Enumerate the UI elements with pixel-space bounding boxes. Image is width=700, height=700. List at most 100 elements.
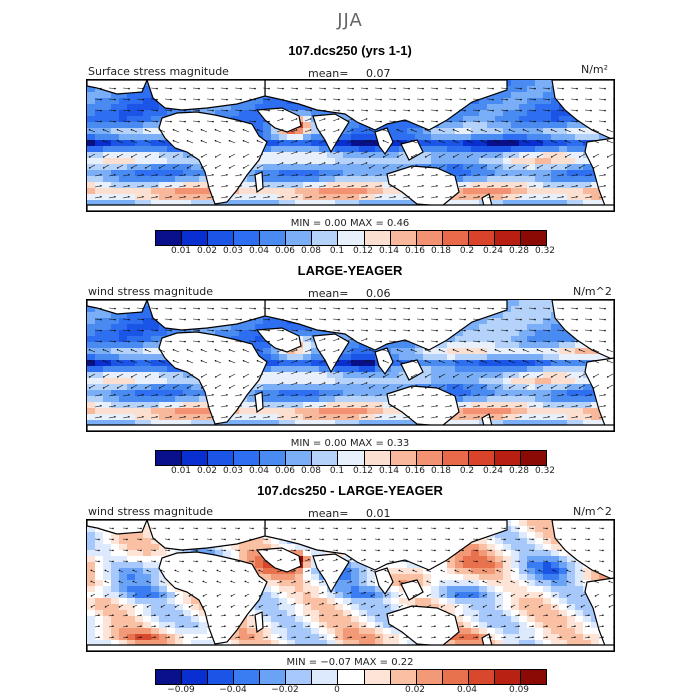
stress-arrow (290, 318, 298, 320)
stress-arrow-head (604, 174, 606, 176)
field-cell (183, 176, 192, 183)
stress-arrow-head (464, 329, 466, 332)
stress-arrow (220, 120, 228, 122)
field-cell (455, 146, 464, 153)
stress-arrow (94, 405, 101, 408)
field-cell (87, 116, 96, 123)
stress-arrow-head (156, 196, 158, 198)
stress-arrow (173, 384, 180, 389)
field-cell (279, 158, 288, 165)
field-cell (311, 366, 320, 373)
field-cell (103, 538, 112, 545)
stress-arrow-head (436, 120, 438, 123)
stress-arrow-head (478, 87, 480, 90)
field-cell (383, 158, 392, 165)
field-cell (343, 164, 352, 171)
field-cell (343, 158, 352, 165)
field-cell (455, 200, 464, 207)
field-cell (535, 116, 544, 123)
field-cell (135, 170, 144, 177)
field-cell (447, 170, 456, 177)
stress-arrow (514, 340, 522, 342)
field-cell (87, 104, 96, 111)
field-cell (543, 86, 552, 93)
field-cell (319, 176, 328, 183)
field-cell (327, 396, 336, 403)
panel-2-colorbar-ticks: 0.01 0.02 0.03 0.04 0.06 0.08 0.1 0.12 0.14 0.16 0… (155, 466, 555, 478)
stress-arrow (262, 174, 269, 177)
land-india (312, 333, 350, 374)
field-cell (535, 134, 544, 141)
field-cell (103, 396, 112, 403)
stress-arrow-head (520, 307, 522, 310)
field-cell (511, 110, 520, 117)
stress-arrow (458, 98, 466, 100)
field-cell (127, 532, 136, 539)
field-cell (463, 152, 472, 159)
field-cell (495, 104, 504, 111)
stress-arrow-head (408, 416, 410, 418)
stress-arrow (430, 87, 438, 89)
field-cell (519, 98, 528, 105)
field-cell (311, 372, 320, 379)
stress-arrow-head (226, 109, 228, 112)
stress-arrow-head (309, 338, 312, 340)
stress-arrow (332, 98, 340, 100)
stress-arrow (425, 140, 432, 144)
stress-arrow (402, 120, 410, 122)
field-cell (295, 164, 304, 171)
field-cell (247, 318, 256, 325)
stress-arrow (584, 109, 592, 111)
stress-arrow-head (380, 120, 382, 123)
stress-arrow (383, 360, 390, 364)
stress-arrow (388, 329, 396, 331)
field-cell (367, 146, 376, 153)
field-cell (95, 384, 104, 391)
field-cell (407, 122, 416, 129)
stress-arrow-head (144, 387, 147, 389)
field-cell (255, 378, 264, 385)
field-cell (351, 140, 360, 147)
field-cell (391, 128, 400, 135)
stress-arrow (593, 164, 600, 169)
stress-arrow (94, 416, 101, 419)
field-cell (191, 176, 200, 183)
stress-arrow (383, 373, 390, 378)
field-cell (295, 324, 304, 331)
stress-arrow (523, 140, 530, 144)
field-cell (439, 360, 448, 367)
stress-arrow-head (534, 340, 536, 343)
stress-arrow-head (130, 156, 133, 158)
stress-arrow-head (590, 416, 592, 418)
stress-arrow (206, 120, 214, 122)
stress-arrow (276, 151, 283, 155)
field-cell (311, 200, 320, 207)
stress-arrow-head (100, 318, 102, 321)
colorbar-tick-label: 0.1 (329, 466, 345, 476)
field-cell (559, 342, 568, 349)
stress-arrow-head (382, 359, 385, 362)
field-cell (559, 140, 568, 147)
field-cell (543, 312, 552, 319)
stress-arrow-head (520, 87, 522, 90)
stress-arrow (192, 405, 199, 408)
stress-arrow-head (226, 196, 228, 198)
field-cell (535, 318, 544, 325)
stress-arrow (262, 340, 270, 342)
field-cell (271, 134, 280, 141)
field-cell (287, 360, 296, 367)
field-cell (535, 86, 544, 93)
stress-arrow-head (550, 156, 553, 158)
field-cell (447, 378, 456, 385)
stress-arrow-head (170, 87, 172, 90)
stress-arrow (220, 405, 227, 408)
field-cell (175, 188, 184, 195)
field-cell (239, 336, 248, 343)
field-cell (487, 336, 496, 343)
stress-arrow-head (480, 348, 483, 351)
field-cell (175, 200, 184, 207)
field-cell (511, 372, 520, 379)
field-cell (167, 170, 176, 177)
field-cell (103, 354, 112, 361)
stress-arrow (304, 329, 312, 331)
